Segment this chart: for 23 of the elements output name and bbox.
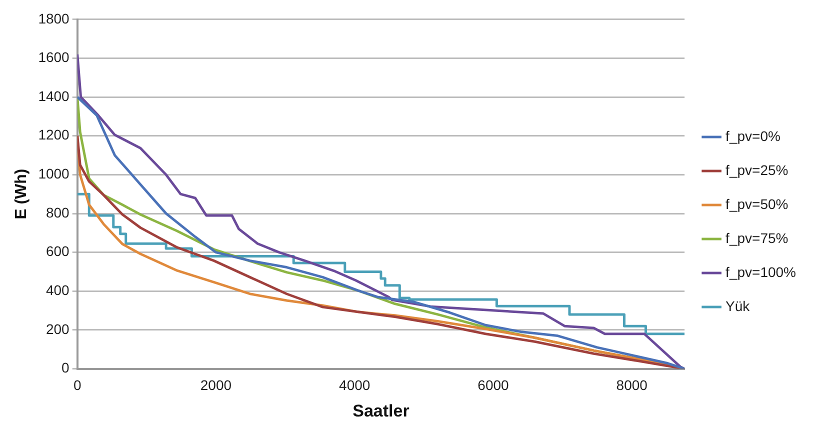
y-tick-label: 400 — [46, 282, 70, 298]
y-tick-label: 1000 — [38, 166, 70, 182]
y-tick-label: 1400 — [38, 88, 70, 104]
y-tick-label: 1200 — [38, 126, 70, 143]
y-tick-label: 1600 — [38, 49, 70, 66]
legend-label: Yük — [726, 298, 751, 314]
y-tick-label: 800 — [46, 204, 70, 220]
legend-label: f_pv=50% — [726, 196, 788, 212]
x-axis-title: Saatler — [352, 401, 410, 420]
y-tick-label: 0 — [62, 360, 70, 376]
y-tick-label: 200 — [46, 320, 70, 337]
y-tick-label: 1800 — [38, 10, 70, 26]
y-axis-title: E (Wh) — [13, 168, 30, 220]
legend-label: f_pv=100% — [726, 264, 796, 280]
x-tick-label: 2000 — [200, 377, 232, 394]
x-tick-label: 8000 — [616, 377, 648, 394]
x-tick-label: 0 — [73, 377, 82, 394]
x-tick-label: 6000 — [478, 377, 510, 394]
legend-label: f_pv=25% — [726, 162, 788, 178]
y-tick-label: 600 — [46, 243, 70, 260]
legend-label: f_pv=0% — [726, 128, 780, 144]
x-tick-label: 4000 — [339, 377, 370, 394]
legend-label: f_pv=75% — [726, 230, 788, 246]
